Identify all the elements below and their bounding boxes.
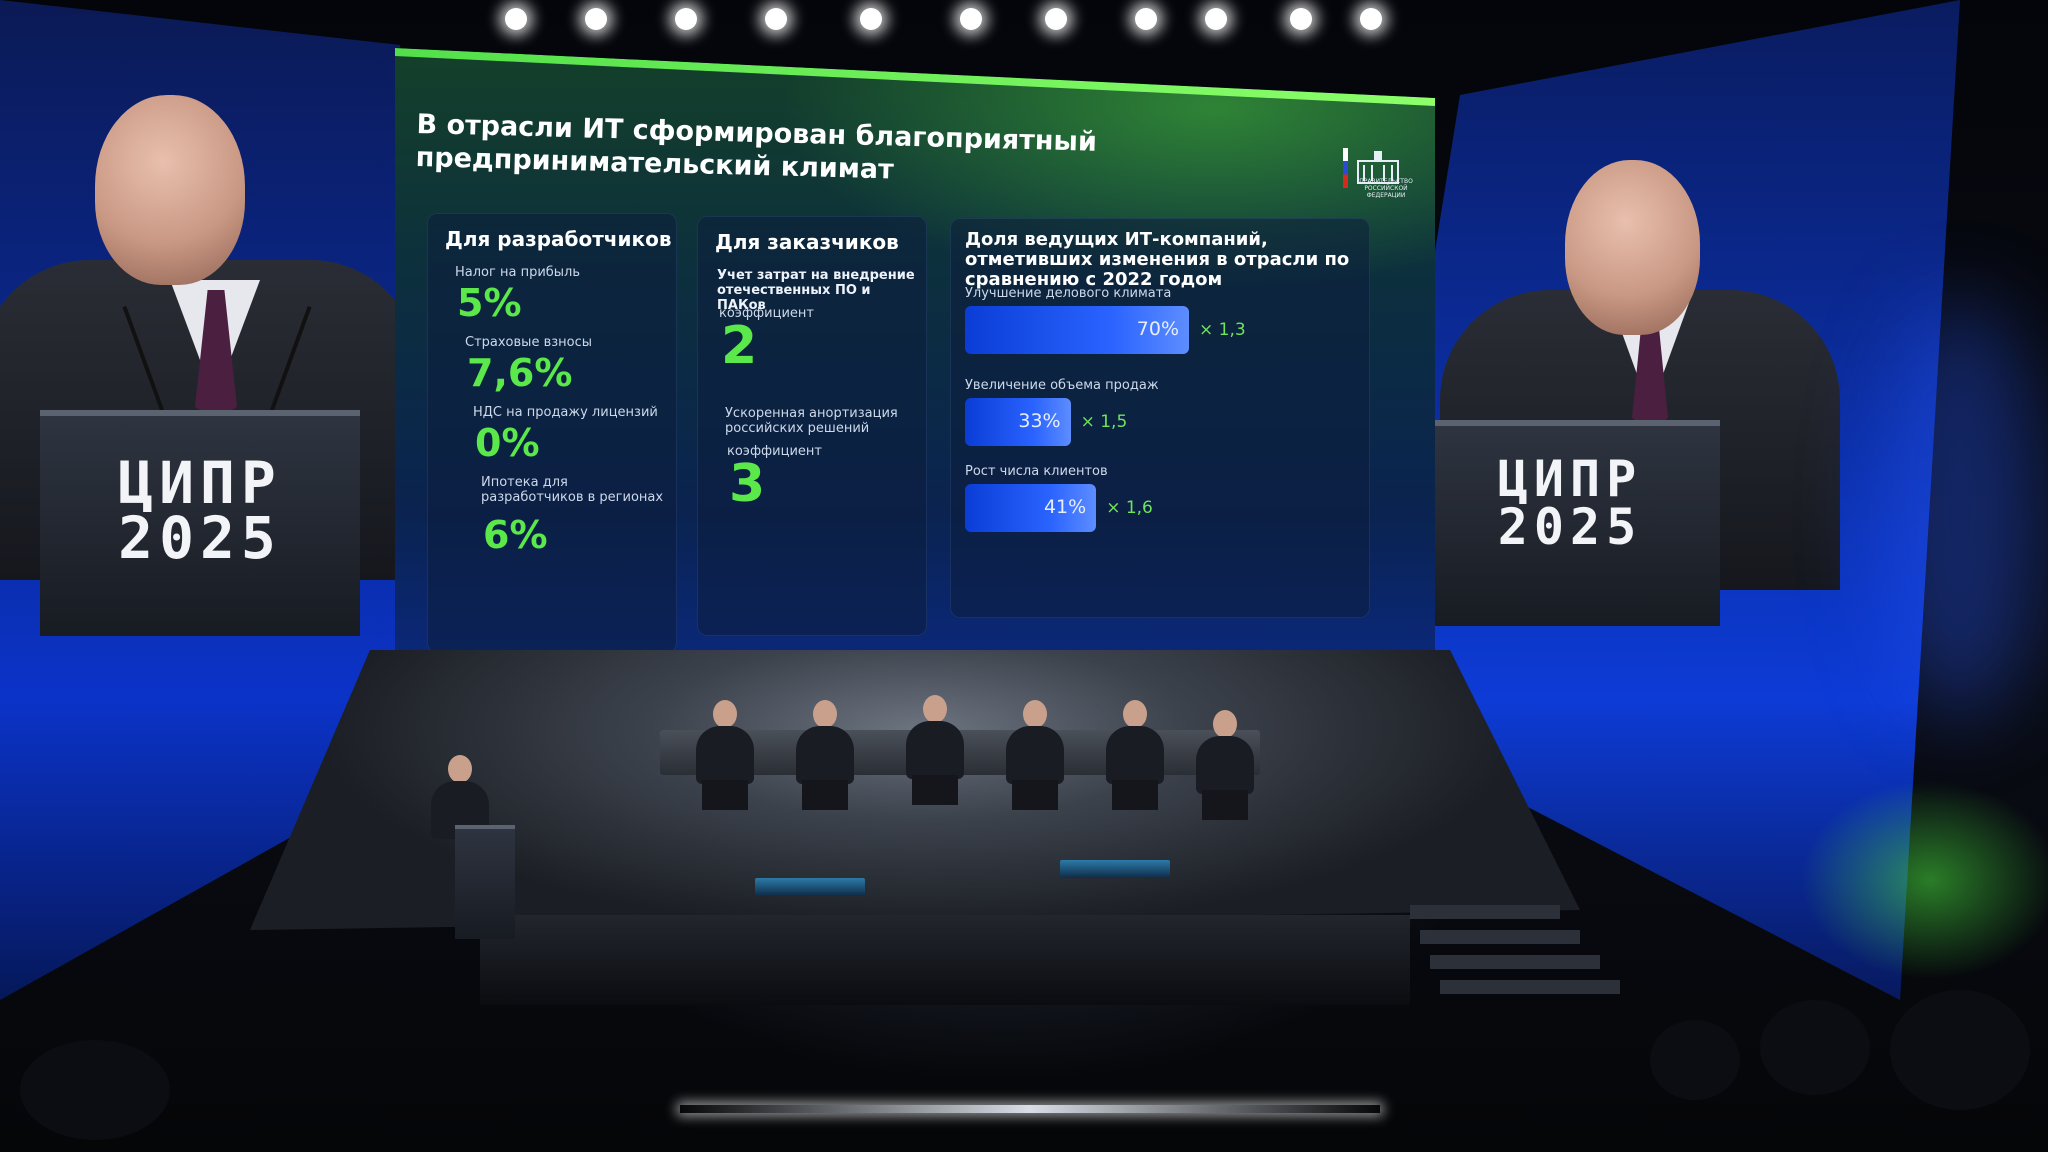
customers-item-label: Учет затрат на внедрение отечественных П… xyxy=(717,268,915,313)
podium-logo-line1: ЦИПР xyxy=(118,449,282,517)
developers-item-value: 0% xyxy=(475,421,540,465)
companies-bar-label: Улучшение делового климата xyxy=(965,286,1172,301)
podium: ЦИПР 2025 xyxy=(40,410,360,636)
customers-panel: Для заказчиков Учет затрат на внедрение … xyxy=(697,216,927,636)
developers-item-value: 7,6% xyxy=(467,351,573,395)
slide-title: В отрасли ИТ сформирован благоприятный п… xyxy=(415,108,1136,193)
audience-member xyxy=(20,1040,170,1140)
audience-member xyxy=(1650,1020,1740,1100)
russian-flag-icon xyxy=(1343,148,1348,188)
audience-member xyxy=(1760,1000,1870,1095)
speaker-closeup-right: ЦИПР 2025 xyxy=(1360,0,1960,700)
companies-bar-multiplier: × 1,6 xyxy=(1106,498,1153,518)
stage-front xyxy=(480,915,1410,1005)
stage-stairs xyxy=(1430,955,1600,969)
podium-logo: ЦИПР 2025 xyxy=(70,449,330,573)
companies-bar-multiplier: × 1,3 xyxy=(1199,320,1246,340)
ceiling-light xyxy=(1135,8,1157,30)
customers-title: Для заказчиков xyxy=(715,230,899,254)
customers-item-value: 2 xyxy=(721,316,758,376)
stage-stairs xyxy=(1440,980,1620,994)
panelist xyxy=(1100,700,1170,810)
companies-bar: 70% xyxy=(965,306,1189,354)
stage-podium xyxy=(455,825,515,939)
audience-member xyxy=(1890,990,2030,1110)
stage-monitor xyxy=(755,878,865,896)
companies-bar-label: Рост числа клиентов xyxy=(965,464,1108,479)
customers-item-sub: коэффициент xyxy=(719,306,814,321)
stage-monitor xyxy=(1060,860,1170,878)
developers-item-value: 6% xyxy=(483,513,548,557)
developers-item-label: Страховые взносы xyxy=(465,335,593,350)
ceiling-light xyxy=(675,8,697,30)
ceiling-light xyxy=(1045,8,1067,30)
companies-panel: Доля ведущих ИТ-компаний, отметивших изм… xyxy=(950,218,1370,618)
speaker-head xyxy=(95,95,245,285)
government-emblem-text: ПРАВИТЕЛЬСТВО РОССИЙСКОЙ ФЕДЕРАЦИИ xyxy=(1359,178,1413,199)
speaker-closeup-left: ЦИПР 2025 xyxy=(0,0,500,700)
companies-bar-value: 41% xyxy=(1043,496,1087,518)
developers-item-value: 5% xyxy=(457,281,522,325)
ceiling-light xyxy=(1360,8,1382,30)
customers-item-value: 3 xyxy=(729,454,766,514)
ceiling-light xyxy=(960,8,982,30)
panelist xyxy=(1000,700,1070,810)
government-building-icon xyxy=(1357,151,1399,184)
developers-title: Для разработчиков xyxy=(445,227,672,251)
panelist xyxy=(1190,710,1260,820)
companies-bar-value: 33% xyxy=(1018,410,1061,432)
stage-stairs xyxy=(1410,905,1560,919)
ceiling-light xyxy=(860,8,882,30)
stage-light-strip xyxy=(680,1105,1380,1113)
developers-item-label: Налог на прибыль xyxy=(455,265,581,280)
developers-panel: Для разработчиков Налог на прибыль 5% Ст… xyxy=(427,213,677,653)
developers-item-label: НДС на продажу лицензий xyxy=(473,405,658,420)
ceiling-light xyxy=(1205,8,1227,30)
panelist xyxy=(790,700,860,810)
panelist xyxy=(690,700,760,810)
ceiling-light xyxy=(1290,8,1312,30)
podium-logo-line2: 2025 xyxy=(118,504,282,573)
companies-bar: 33% xyxy=(965,398,1071,446)
presentation-slide: В отрасли ИТ сформирован благоприятный п… xyxy=(395,48,1435,713)
developers-item-label: Ипотека для разработчиков в регионах xyxy=(481,475,664,505)
companies-bar-multiplier: × 1,5 xyxy=(1080,412,1128,432)
ceiling-light xyxy=(765,8,787,30)
blue-stage-light xyxy=(1880,300,2040,720)
podium-logo-line2: 2025 xyxy=(1497,497,1643,556)
customers-item-label: Ускоренная анортизация российских решени… xyxy=(725,406,898,436)
customers-item-sub: коэффициент xyxy=(727,444,822,459)
stage-stairs xyxy=(1420,930,1580,944)
green-stage-light xyxy=(1800,780,2048,980)
companies-bar: 41% xyxy=(965,484,1097,532)
ceiling-light xyxy=(505,8,527,30)
podium-logo: ЦИПР 2025 xyxy=(1450,450,1690,556)
companies-bar-label: Увеличение объема продаж xyxy=(965,378,1159,393)
companies-bar-value: 70% xyxy=(1136,318,1179,340)
speaker-head xyxy=(1565,160,1700,335)
podium: ЦИПР 2025 xyxy=(1420,420,1720,626)
panelist xyxy=(900,695,970,805)
companies-title: Доля ведущих ИТ-компаний, отметивших изм… xyxy=(965,229,1350,290)
podium-logo-line1: ЦИПР xyxy=(1497,450,1643,508)
ceiling-light xyxy=(585,8,607,30)
